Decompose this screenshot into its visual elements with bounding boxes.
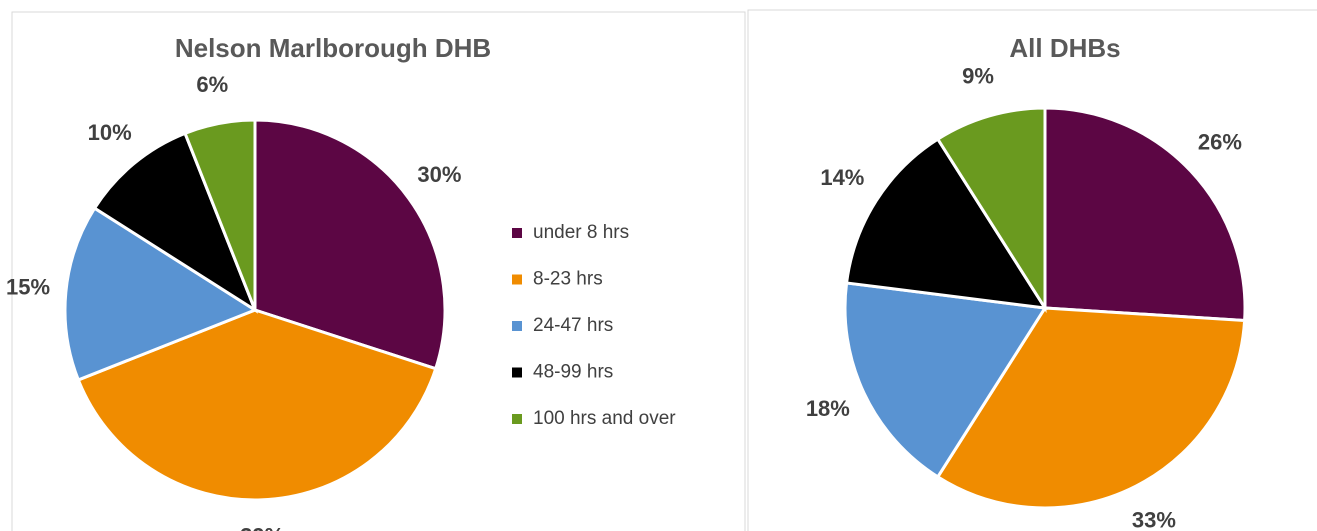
pie-slice — [935, 106, 1047, 314]
pie-slice — [843, 281, 1048, 479]
pie-slice — [92, 131, 259, 314]
pie-slice — [183, 118, 257, 311]
legend-marker — [512, 367, 522, 378]
legend-label: 24-47 hrs — [533, 315, 613, 336]
legend-marker — [512, 414, 522, 424]
pie-slice — [1043, 106, 1247, 323]
data-label: 18% — [806, 396, 850, 421]
legend-label: 48-99 hrs — [533, 362, 613, 383]
legend-label: under 8 hrs — [533, 222, 629, 243]
chart-title: Nelson Marlborough DHB — [175, 33, 491, 63]
data-label: 39% — [240, 524, 284, 531]
pie-slice — [844, 137, 1048, 310]
pie-slice — [76, 308, 438, 502]
data-label: 15% — [6, 274, 50, 299]
legend-marker — [512, 228, 522, 238]
pie-slice — [63, 206, 259, 382]
data-label: 9% — [962, 63, 994, 88]
data-label: 14% — [820, 165, 864, 190]
data-label: 30% — [417, 162, 461, 187]
legend-marker — [512, 274, 522, 285]
pie-slice — [253, 118, 447, 371]
panel — [747, 9, 1317, 531]
data-label: 6% — [196, 72, 228, 97]
legend-label: 8-23 hrs — [533, 269, 603, 290]
chart-title: All DHBs — [1009, 33, 1120, 63]
data-label: 33% — [1132, 508, 1176, 531]
data-label: 10% — [88, 120, 132, 145]
panel — [11, 11, 746, 531]
legend-marker — [512, 321, 522, 331]
legend-label: 100 hrs and over — [533, 408, 676, 429]
data-label: 26% — [1198, 130, 1242, 155]
